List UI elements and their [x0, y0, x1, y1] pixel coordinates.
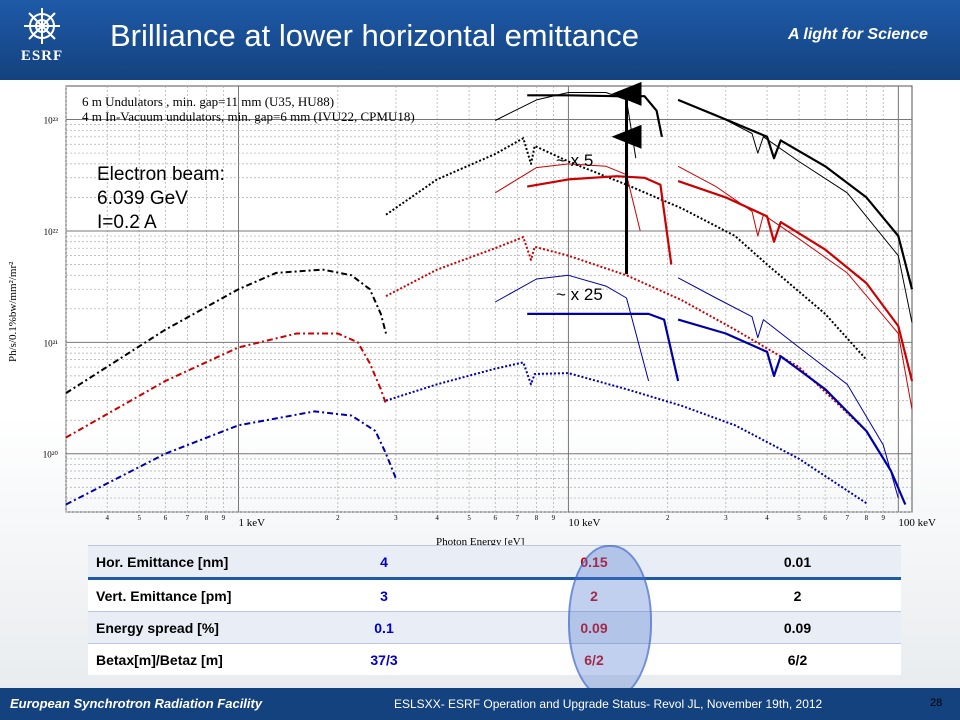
footer-bar: European Synchrotron Radiation Facility …: [0, 688, 960, 720]
series-line-8: [494, 163, 641, 232]
row-label: Energy spread [%]: [88, 611, 274, 644]
x-tick-label: 10 keV: [568, 517, 600, 529]
factor-top-label: ~ x 5: [556, 151, 593, 170]
x-tick-label: 100 keV: [898, 517, 936, 529]
x-minor-tick-label: 3: [724, 514, 728, 522]
beam-title: Electron beam:: [97, 164, 225, 185]
current-value: 0.1: [274, 611, 494, 644]
highlight-ellipse: [568, 545, 652, 699]
series-line-12: [527, 312, 680, 382]
x-tick-label: 1 keV: [239, 517, 266, 529]
plot-frame: [65, 85, 913, 513]
current-value: 37/3: [274, 643, 494, 675]
x-minor-tick-label: 7: [186, 514, 190, 522]
row-label: Betax[m]/Betaz [m]: [88, 643, 274, 675]
x-minor-tick-label: 9: [222, 514, 226, 522]
brilliance-chart: 10²⁰ 10²¹ 10²² 10²³ 1 keV 10 keV 100 keV 4 5 6 7 8 9…: [7, 81, 936, 548]
x-minor-tick-label: 2: [666, 514, 670, 522]
x-minor-tick-label: 8: [535, 514, 539, 522]
series-line-2: [65, 332, 387, 439]
series-line-9: [494, 274, 650, 382]
x-minor-tick-label: 2: [336, 514, 340, 522]
x-minor-tick-label: 6: [493, 514, 497, 522]
beam-current: I=0.2 A: [97, 212, 157, 233]
grid: [65, 85, 913, 513]
y-axis-label: Ph/s/0.1%bw/mm²/mr²: [7, 261, 19, 362]
series-line-17: [677, 180, 914, 382]
facility-name: European Synchrotron Radiation Facility: [10, 696, 263, 711]
logo-text: ESRF: [20, 48, 64, 64]
row-label: Vert. Emittance [pm]: [88, 577, 274, 612]
x-minor-tick-label: 6: [164, 514, 168, 522]
conference-line: ESLSXX- ESRF Operation and Upgrade Statu…: [394, 697, 823, 711]
tagline: A light for Science: [788, 26, 928, 43]
x-minor-tick-label: 8: [865, 514, 869, 522]
upgrade-value: 0.09: [494, 611, 694, 644]
ultimate-value: 6/2: [694, 643, 901, 675]
row-label: Hor. Emittance [nm]: [88, 545, 274, 579]
series-line-11: [527, 175, 673, 265]
series-line-14: [677, 165, 913, 410]
table-row: Betax[m]/Betaz [m] 37/3 6/2 6/2: [88, 643, 901, 675]
series-line-6: [385, 361, 867, 505]
series-line-5: [385, 236, 868, 432]
x-minor-tick-label: 7: [516, 514, 520, 522]
current-value: 3: [274, 577, 494, 612]
series-line-7: [494, 92, 637, 159]
x-minor-tick-label: 3: [394, 514, 398, 522]
y-tick-label: 10²⁰: [43, 450, 59, 460]
table-row: Energy spread [%] 0.1 0.09 0.09: [88, 611, 901, 644]
y-tick-label: 10²¹: [44, 338, 59, 348]
legend-line-2: 4 m In-Vacuum undulators, min. gap=6 mm …: [82, 109, 415, 124]
series-line-3: [65, 410, 397, 506]
current-value: 4: [274, 545, 494, 579]
series-line-18: [677, 318, 907, 505]
series-line-1: [65, 268, 387, 394]
x-minor-tick-label: 9: [552, 514, 556, 522]
factor-bottom-label: ~ x 25: [556, 285, 603, 304]
header-bar: ESRF Brilliance at lower horizontal emit…: [0, 0, 960, 80]
tick-layer: 10²⁰ 10²¹ 10²² 10²³ 1 keV 10 keV 100 keV 4 5 6 7 8 9…: [43, 116, 936, 529]
series-line-16: [677, 98, 914, 290]
series-layer: [65, 92, 914, 506]
x-minor-tick-label: 5: [797, 514, 801, 522]
x-minor-tick-label: 5: [137, 514, 141, 522]
esrf-logo: ESRF: [12, 6, 72, 66]
table-row: Hor. Emittance [nm] 4 0.15 0.01: [88, 545, 901, 579]
x-minor-tick-label: 4: [105, 514, 109, 522]
beam-parameters: Electron beam: 6.039 GeV I=0.2 A: [97, 163, 225, 235]
ultimate-value: 2: [694, 577, 901, 612]
ultimate-value: 0.01: [694, 545, 901, 579]
page-title: Brilliance at lower horizontal emittance: [110, 18, 639, 53]
parameter-table: Hor. Emittance [nm] 4 0.15 0.01 Vert. Em…: [88, 545, 901, 675]
series-line-4: [385, 137, 868, 361]
beam-energy: 6.039 GeV: [97, 188, 188, 209]
x-minor-tick-label: 9: [881, 514, 885, 522]
y-tick-label: 10²³: [44, 116, 59, 126]
ultimate-value: 0.09: [694, 611, 901, 644]
series-line-15: [677, 277, 899, 499]
x-minor-tick-label: 7: [845, 514, 849, 522]
y-tick-label: 10²²: [44, 227, 59, 237]
x-minor-tick-label: 4: [765, 514, 769, 522]
table-row: Vert. Emittance [pm] 3 2 2: [88, 577, 901, 612]
x-minor-tick-label: 6: [823, 514, 827, 522]
x-minor-tick-label: 5: [467, 514, 471, 522]
x-minor-tick-label: 4: [435, 514, 439, 522]
legend-line-1: 6 m Undulators , min. gap=11 mm (U35, HU…: [82, 94, 334, 109]
page-number: 28: [930, 697, 943, 709]
starburst-icon: [24, 8, 60, 44]
x-minor-tick-label: 8: [205, 514, 209, 522]
